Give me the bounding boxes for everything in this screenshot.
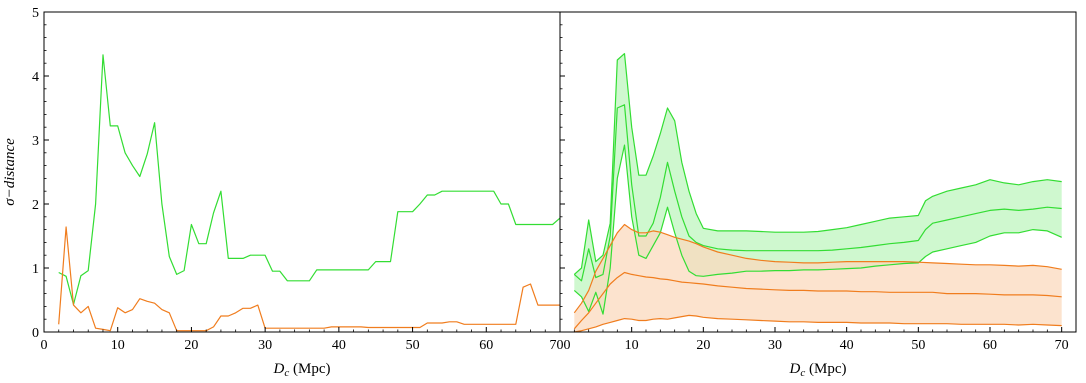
left-x-tick-label: 30 xyxy=(258,338,272,353)
left-y-tick-label: 3 xyxy=(32,134,39,149)
right-x-tick-label: 30 xyxy=(768,338,782,353)
right-band-mid-line-2 xyxy=(573,271,1062,330)
right-panel: 10 20 30 40 50 60 70 Dc (Mpc) xyxy=(559,11,1077,379)
left-y-tick-label: 4 xyxy=(32,70,39,85)
right-band-lower-line-1 xyxy=(573,144,1062,315)
right-x-axis-label-unit: (Mpc) xyxy=(805,361,846,377)
right-band-mid-line-1 xyxy=(573,104,1062,282)
left-y-tick-label: 1 xyxy=(32,262,39,277)
left-y-tick-label: 2 xyxy=(32,198,39,213)
right-band-fill-2 xyxy=(574,224,1062,332)
left-series-line-1 xyxy=(58,54,561,306)
left-x-axis: 0 10 20 30 40 50 60 700 xyxy=(41,327,571,353)
left-frame xyxy=(43,11,561,333)
right-x-axis-label-main: D xyxy=(789,361,801,377)
left-x-axis-label-main: D xyxy=(273,361,285,377)
left-x-tick-label: 700 xyxy=(550,338,571,353)
left-y-tick-label: 5 xyxy=(32,6,39,21)
left-panel: 0 10 20 30 40 50 60 700 0 1 2 3 4 5 σ−distance Dc (M… xyxy=(2,6,571,379)
left-x-axis-label-unit: (Mpc) xyxy=(289,361,330,377)
left-series-line-2 xyxy=(58,226,560,332)
left-x-axis-label-sub: c xyxy=(284,367,289,379)
right-x-tick-label: 60 xyxy=(983,338,997,353)
left-x-tick-label: 0 xyxy=(41,338,48,353)
right-x-axis-label-sub: c xyxy=(800,367,805,379)
right-x-tick-label: 20 xyxy=(696,338,710,353)
right-band-upper-line-2 xyxy=(573,223,1062,314)
right-x-tick-label: 70 xyxy=(1055,338,1069,353)
right-band-upper-line-1 xyxy=(573,52,1062,275)
left-y-axis: 0 1 2 3 4 5 xyxy=(32,6,49,341)
left-x-axis-label: Dc (Mpc) xyxy=(273,361,331,379)
left-x-tick-label: 20 xyxy=(184,338,198,353)
left-x-tick-label: 40 xyxy=(332,338,346,353)
left-plot-area xyxy=(58,54,561,332)
left-x-tick-label: 10 xyxy=(111,338,125,353)
left-y-axis-label: σ−distance xyxy=(2,138,18,206)
right-x-tick-label: 10 xyxy=(625,338,639,353)
right-band-lower-line-2 xyxy=(574,314,1062,333)
left-y-tick-label: 0 xyxy=(32,326,39,341)
right-x-tick-label: 40 xyxy=(840,338,854,353)
left-x-tick-label: 60 xyxy=(479,338,493,353)
right-x-axis: 10 20 30 40 50 60 70 xyxy=(560,24,1069,353)
right-plot-area xyxy=(573,52,1062,333)
right-x-tick-label: 50 xyxy=(911,338,925,353)
left-x-tick-label: 50 xyxy=(406,338,420,353)
right-x-axis-label: Dc (Mpc) xyxy=(789,361,847,379)
